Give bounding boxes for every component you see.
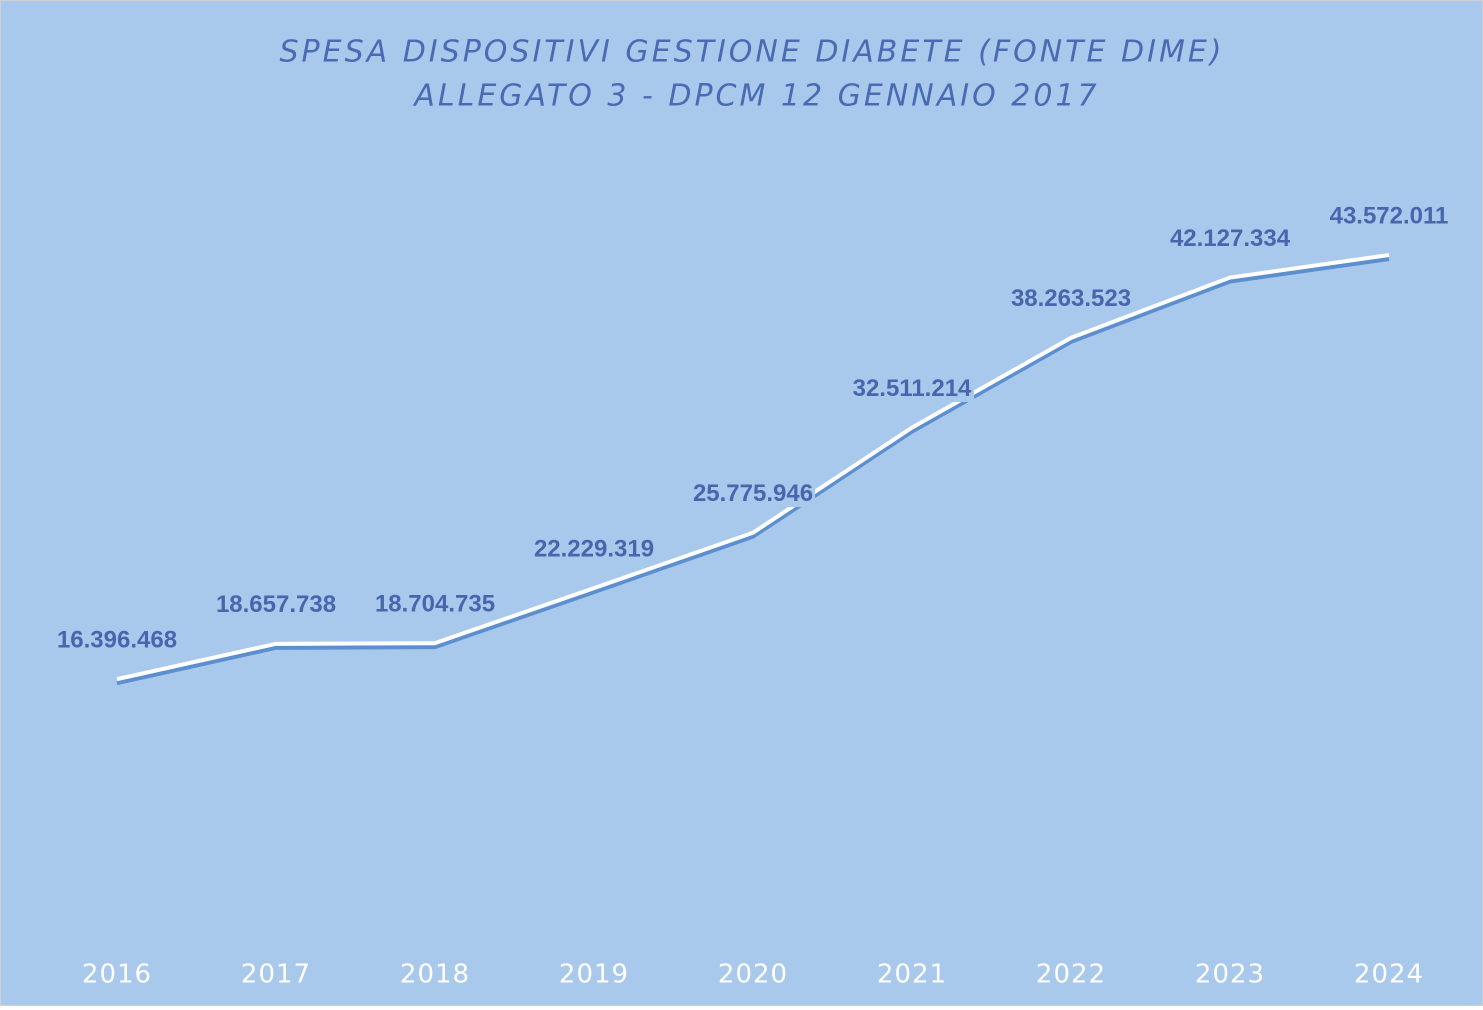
- x-tick-label: 2024: [1354, 960, 1424, 990]
- data-label: 16.396.468: [57, 626, 177, 653]
- data-label-bg: [213, 591, 339, 619]
- data-label: 38.263.523: [1011, 285, 1131, 312]
- data-label: 22.229.319: [534, 535, 654, 562]
- data-label: 25.775.946: [693, 480, 813, 507]
- data-label-bg: [372, 590, 498, 618]
- x-tick-label: 2020: [718, 960, 788, 990]
- x-tick-label: 2016: [82, 960, 152, 990]
- data-label-bg: [690, 480, 816, 508]
- x-tick-label: 2017: [241, 960, 311, 990]
- x-tick-label: 2021: [877, 960, 947, 990]
- data-label-bg: [1327, 202, 1451, 230]
- chart-title: SPESA DISPOSITIVI GESTIONE DIABETE (FONT…: [280, 35, 1225, 70]
- x-tick-label: 2018: [400, 960, 470, 990]
- data-label: 43.572.011: [1330, 202, 1449, 229]
- data-label: 32.511.214: [853, 375, 972, 402]
- data-label: 18.704.735: [375, 590, 495, 617]
- line: [116, 253, 1390, 682]
- data-label-bg: [1008, 285, 1134, 313]
- data-label-bg: [850, 374, 975, 402]
- x-tick-label: 2019: [559, 960, 629, 990]
- x-tick-label: 2022: [1036, 960, 1106, 990]
- data-label: 18.657.738: [216, 591, 336, 618]
- data-label-bg: [531, 535, 657, 563]
- data-label: 42.127.334: [1170, 225, 1291, 252]
- chart-subtitle: ALLEGATO 3 - DPCM 12 GENNAIO 2017: [412, 79, 1099, 114]
- x-tick-label: 2023: [1195, 960, 1265, 990]
- line-shadow: [116, 257, 1390, 686]
- data-label-bg: [1167, 224, 1293, 252]
- data-label-bg: [54, 626, 180, 654]
